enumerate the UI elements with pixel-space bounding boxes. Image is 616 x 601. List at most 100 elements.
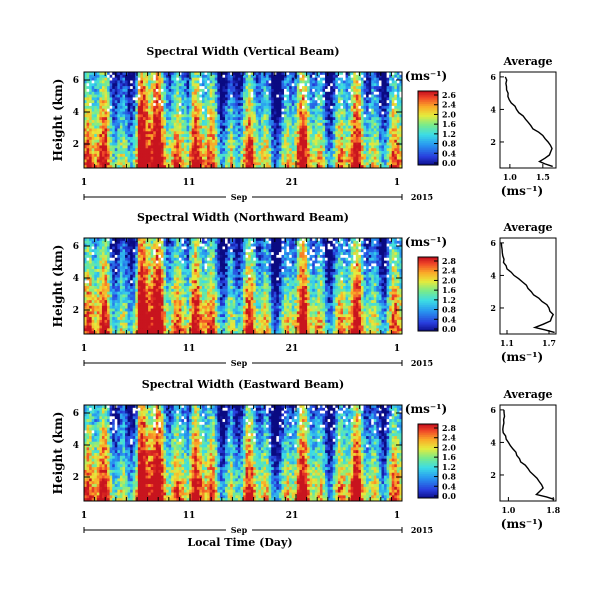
heatmap-cell	[109, 128, 113, 132]
heatmap-cell	[237, 162, 241, 166]
heatmap-cell	[176, 134, 180, 138]
heatmap-cell	[89, 103, 93, 107]
heatmap-cell	[266, 114, 270, 118]
heatmap-cell	[360, 80, 364, 84]
heatmap-cell	[376, 88, 380, 93]
heatmap-cell	[91, 77, 95, 81]
heatmap-cell	[107, 159, 111, 163]
heatmap-cell	[209, 83, 213, 87]
heatmap-cell	[260, 72, 264, 76]
heatmap-cell	[130, 80, 134, 84]
heatmap-cell	[109, 145, 113, 149]
heatmap-cell	[327, 165, 331, 169]
heatmap-cell	[296, 120, 300, 124]
heatmap-cell	[335, 117, 339, 121]
heatmap-cell	[263, 136, 267, 141]
heatmap-cell	[368, 134, 372, 138]
heatmap-cell	[150, 142, 154, 146]
heatmap-cell	[107, 108, 111, 112]
heatmap-cell	[286, 136, 290, 141]
heatmap-cell	[104, 291, 108, 295]
heatmap-cell	[112, 145, 116, 149]
heatmap-cell	[125, 257, 128, 261]
heatmap-cell	[353, 120, 357, 124]
heatmap-cell	[389, 128, 393, 132]
heatmap-cell	[237, 120, 241, 124]
heatmap-cell	[291, 88, 295, 93]
heatmap-cell	[153, 103, 157, 107]
heatmap-cell	[268, 120, 272, 124]
heatmap-cell	[237, 80, 241, 84]
heatmap-cell	[294, 134, 298, 138]
heatmap-cell	[122, 156, 126, 160]
heatmap-cell	[219, 131, 223, 135]
heatmap-cell	[204, 114, 208, 118]
heatmap-cell	[391, 151, 395, 155]
heatmap-cell	[160, 94, 164, 98]
heatmap-cell	[327, 74, 331, 79]
heatmap-cell	[227, 117, 231, 121]
heatmap-cell	[255, 74, 259, 79]
heatmap-cell	[137, 162, 141, 166]
heatmap-cell	[107, 162, 111, 166]
heatmap-cell	[94, 114, 98, 118]
heatmap-cell	[348, 159, 352, 163]
heatmap-cell	[112, 302, 116, 307]
heatmap-cell	[125, 249, 128, 253]
heatmap-cell	[291, 80, 295, 84]
heatmap-cell	[394, 136, 398, 141]
heatmap-cell	[186, 94, 190, 98]
heatmap-cell	[137, 120, 141, 124]
heatmap-cell	[330, 74, 334, 79]
heatmap-cell	[119, 91, 123, 95]
heatmap-cell	[184, 139, 187, 143]
heatmap-cell	[307, 74, 311, 79]
heatmap-cell	[214, 94, 218, 98]
heatmap-cell	[235, 162, 239, 166]
heatmap-cell	[245, 97, 249, 101]
heatmap-cell	[163, 131, 167, 135]
heatmap-cell	[91, 105, 95, 110]
heatmap-cell	[119, 151, 123, 155]
heatmap-cell	[276, 156, 280, 160]
heatmap-cell	[176, 117, 180, 121]
heatmap-cell	[327, 128, 331, 132]
heatmap-cell	[107, 294, 111, 298]
heatmap-cell	[173, 131, 177, 135]
heatmap-cell	[284, 74, 287, 79]
heatmap-cell	[381, 103, 385, 107]
heatmap-cell	[145, 165, 149, 169]
heatmap-cell	[135, 97, 139, 101]
heatmap-cell	[184, 97, 187, 101]
heatmap-cell	[114, 77, 118, 81]
heatmap-cell	[394, 100, 398, 104]
heatmap-cell	[214, 88, 218, 93]
heatmap-cell	[312, 120, 316, 124]
heatmap-cell	[273, 151, 277, 155]
heatmap-cell	[345, 88, 349, 93]
heatmap-cell	[291, 120, 295, 124]
heatmap-cell	[219, 117, 223, 121]
heatmap-cell	[348, 91, 352, 95]
heatmap-cell	[212, 120, 216, 124]
heatmap-cell	[104, 243, 108, 247]
heatmap-cell	[204, 125, 208, 129]
heatmap-cell	[281, 91, 285, 95]
heatmap-cell	[360, 148, 364, 152]
heatmap-cell	[171, 97, 175, 101]
heatmap-cell	[260, 148, 264, 152]
heatmap-cell	[84, 100, 87, 104]
heatmap-cell	[166, 94, 170, 98]
heatmap-cell	[191, 125, 195, 129]
heatmap-cell	[345, 142, 349, 146]
heatmap-cell	[343, 103, 346, 107]
heatmap-cell	[219, 105, 223, 110]
heatmap-cell	[396, 80, 400, 84]
heatmap-cell	[99, 238, 103, 242]
heatmap-cell	[394, 151, 398, 155]
heatmap-cell	[86, 266, 90, 270]
heatmap-cell	[325, 131, 329, 135]
heatmap-cell	[350, 153, 354, 158]
heatmap-cell	[217, 142, 221, 146]
heatmap-cell	[89, 254, 93, 259]
